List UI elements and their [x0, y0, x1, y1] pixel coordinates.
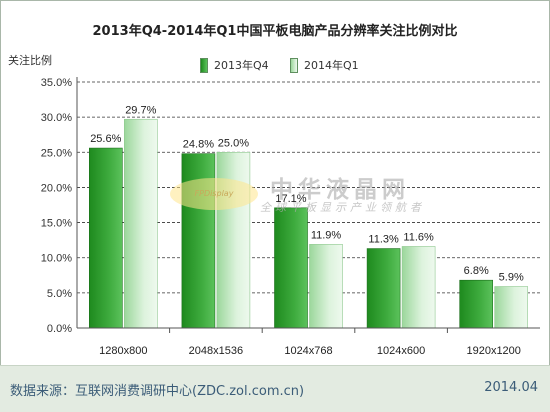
watermark-logo: FPDisplay: [170, 178, 258, 210]
legend-item-2013q4: 2013年Q4: [200, 57, 269, 73]
footer-bar: 数据来源：互联网消费调研中心(ZDC.zol.com.cn) 2014.04: [0, 365, 550, 412]
y-tick-label: 15.0%: [41, 218, 72, 230]
x-tick-label: 1920x1200: [466, 345, 520, 357]
bar-2014q1: [401, 246, 436, 329]
data-label: 6.8%: [464, 265, 489, 277]
bar-2014q1: [124, 118, 158, 329]
x-tick-label: 1280x800: [99, 345, 147, 357]
data-source: 数据来源：互联网消费调研中心(ZDC.zol.com.cn): [10, 384, 305, 399]
y-tick-label: 5.0%: [47, 288, 72, 300]
y-tick-label: 20.0%: [41, 182, 72, 194]
y-tick-label: 25.0%: [41, 147, 72, 159]
y-axis-label: 关注比例: [8, 54, 52, 67]
chart-title: 2013年Q4-2014年Q1中国平板电脑产品分辨率关注比例对比: [92, 24, 458, 39]
data-label: 25.0%: [218, 137, 249, 149]
x-tick-label: 2048x1536: [189, 345, 243, 357]
data-label: 11.3%: [368, 234, 399, 246]
bar-2014q1: [309, 244, 343, 329]
x-tick-label: 1024x768: [284, 345, 332, 357]
report-date: 2014.04: [484, 380, 538, 395]
data-label: 17.1%: [275, 193, 306, 205]
bar-2013q4: [459, 279, 494, 329]
y-tick-label: 30.0%: [41, 112, 72, 124]
bar-2013q4: [89, 147, 123, 329]
legend-swatch-2014q1: [290, 57, 298, 73]
data-label: 11.6%: [403, 231, 434, 243]
y-tick-label: 10.0%: [41, 253, 72, 265]
legend-label-2014q1: 2014年Q1: [304, 59, 359, 72]
watermark: FPDisplay 中华液晶网 全球平板显示产业领航者: [170, 170, 460, 220]
data-label: 24.8%: [183, 139, 214, 151]
watermark-brand: 中华液晶网: [270, 177, 410, 203]
data-label: 11.9%: [311, 229, 342, 241]
bar-2013q4: [274, 207, 308, 329]
bar-2013q4: [366, 248, 401, 329]
data-label: 5.9%: [499, 272, 524, 284]
watermark-slogan: 全球平板显示产业领航者: [260, 201, 425, 214]
legend-item-2014q1: 2014年Q1: [290, 57, 359, 73]
y-tick-label: 35.0%: [41, 77, 72, 89]
bar-2014q1: [494, 286, 529, 329]
legend-label-2013q4: 2013年Q4: [214, 59, 269, 72]
x-tick-label: 1024x600: [377, 345, 425, 357]
y-tick-label: 0.0%: [47, 323, 72, 335]
legend-swatch-2013q4: [200, 57, 208, 73]
data-label: 25.6%: [90, 133, 121, 145]
data-label: 29.7%: [125, 104, 156, 116]
